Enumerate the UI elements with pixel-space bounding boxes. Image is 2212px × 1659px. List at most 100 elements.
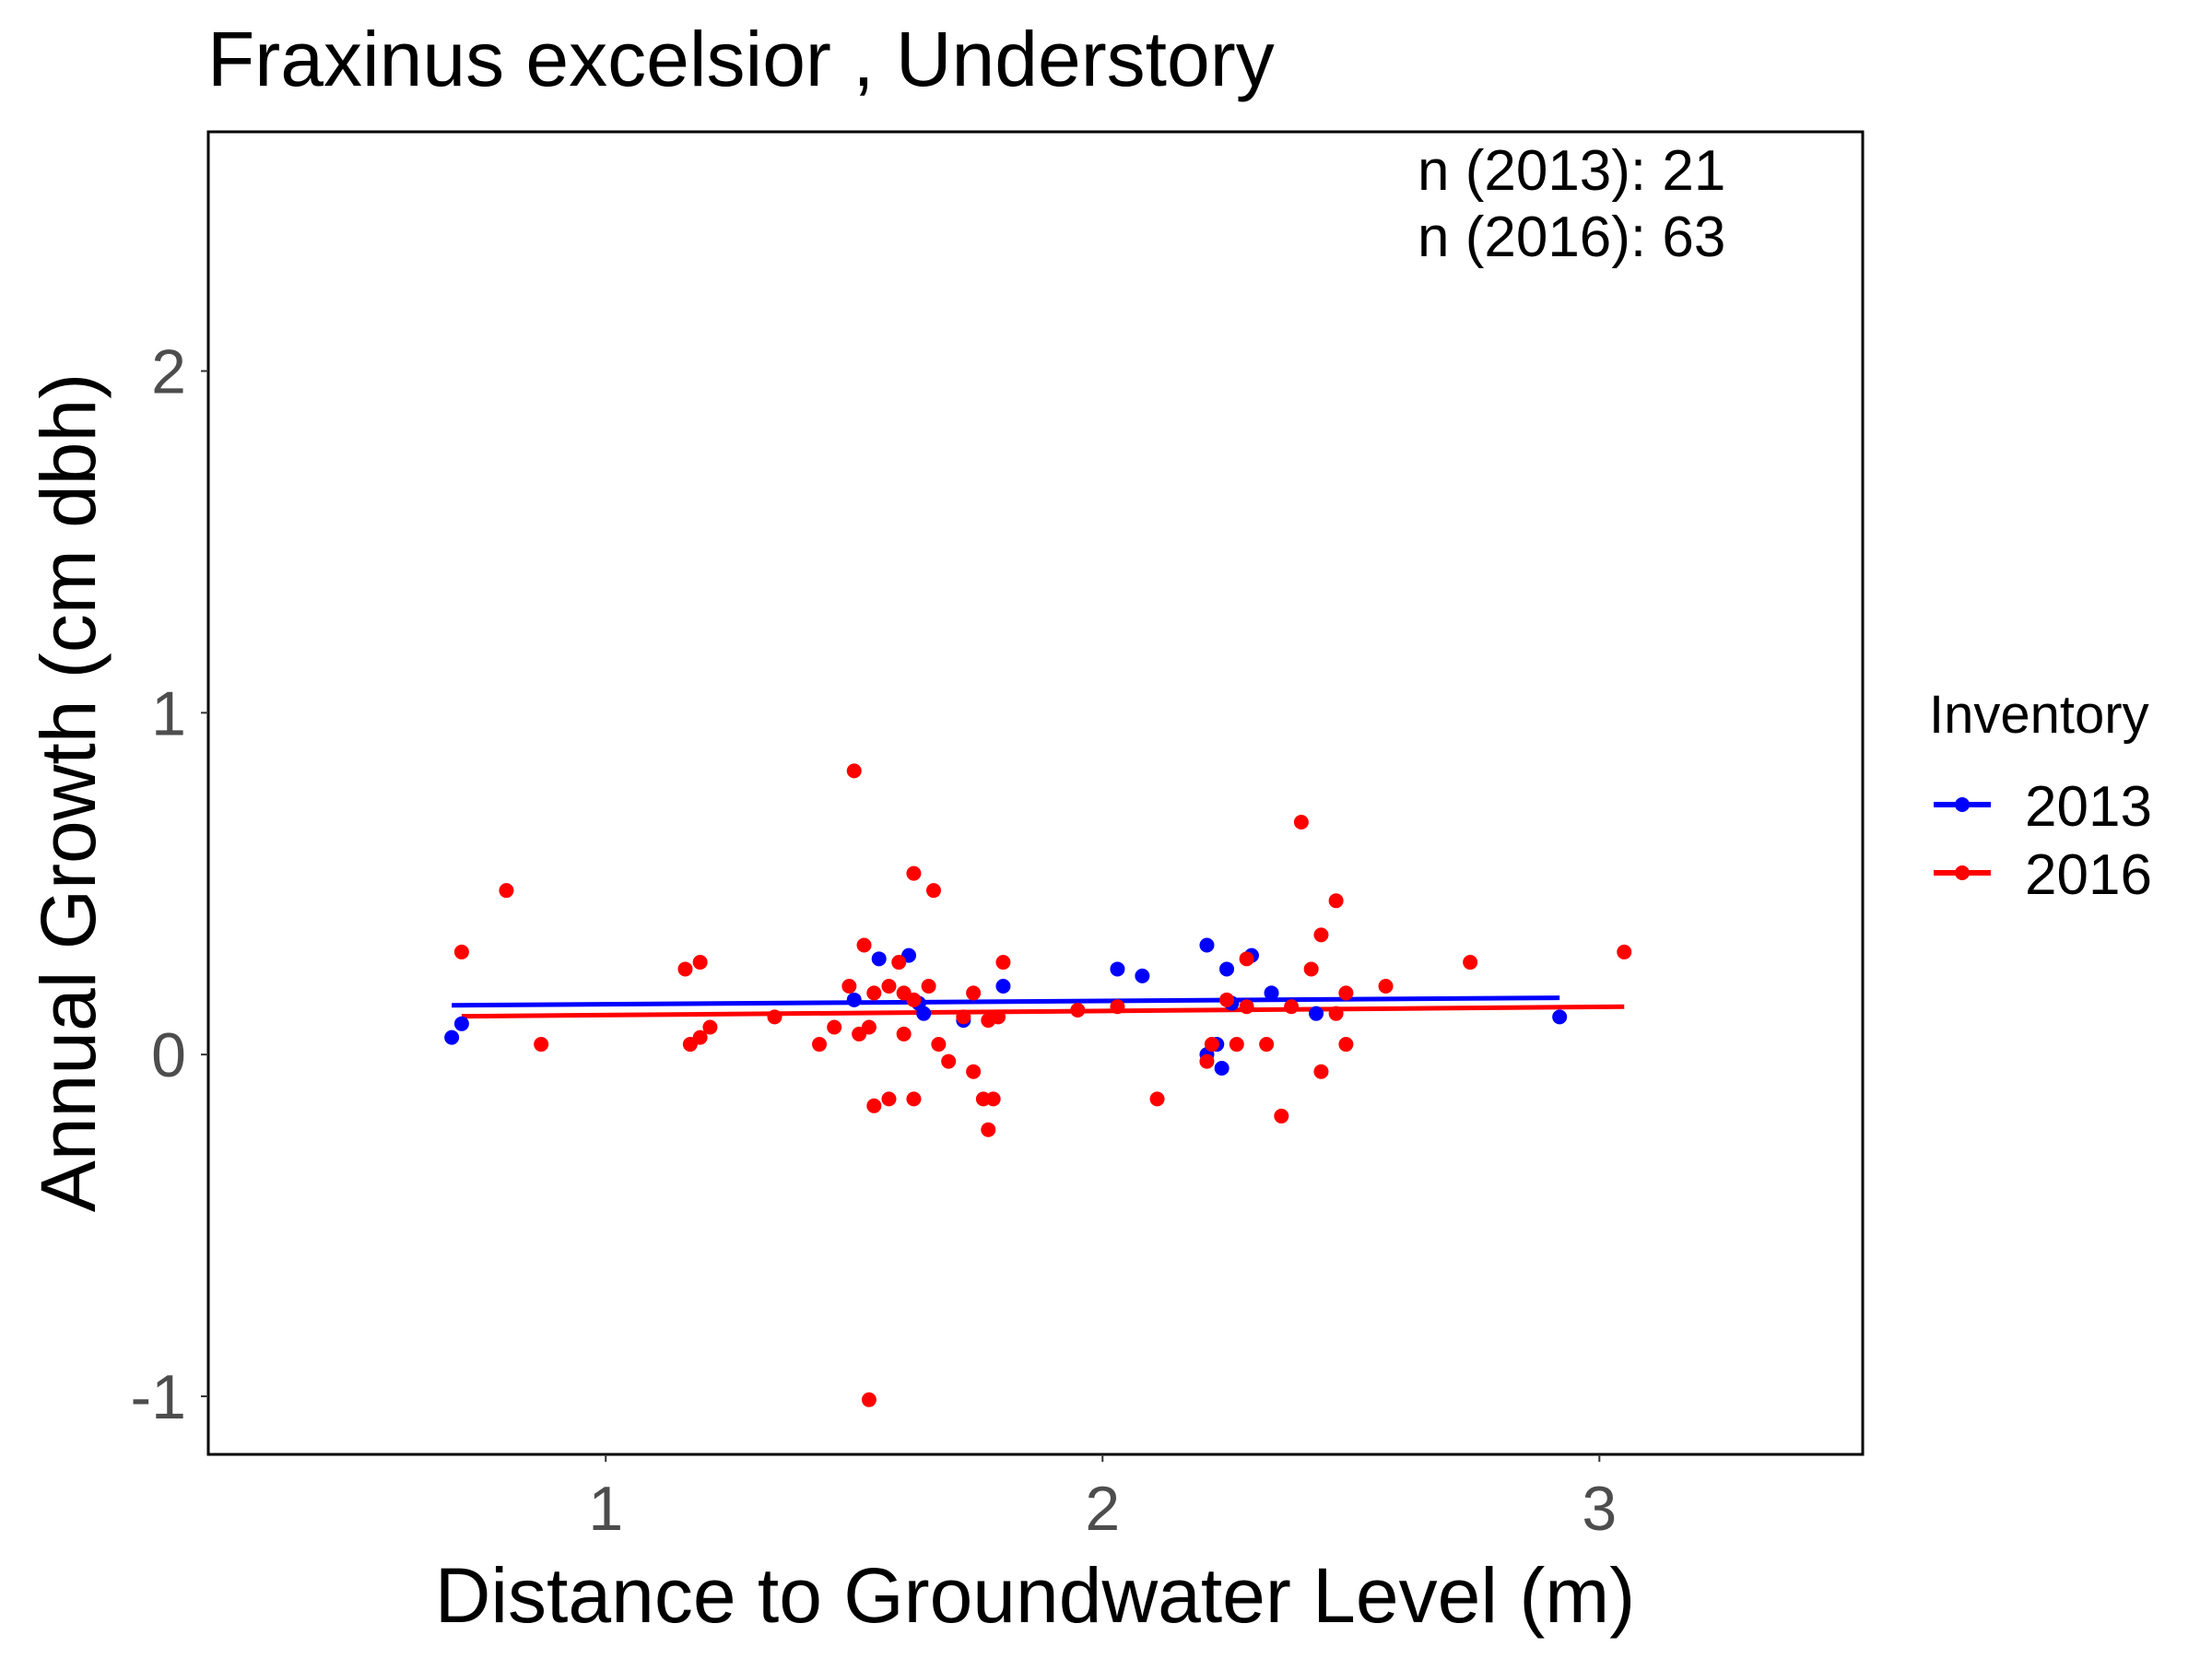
legend-title: Inventory <box>1929 685 2149 745</box>
point-2013 <box>1214 1060 1230 1076</box>
point-2016 <box>931 1037 947 1053</box>
point-2016 <box>1259 1037 1275 1053</box>
point-2016 <box>956 1009 971 1025</box>
y-tick-label: 0 <box>151 1020 186 1090</box>
legend-key-dot <box>1955 797 1970 812</box>
x-tick-label: 2 <box>1085 1474 1120 1544</box>
point-2016 <box>1274 1108 1289 1124</box>
point-2013 <box>1135 968 1150 983</box>
point-2016 <box>1313 1064 1329 1079</box>
point-2013 <box>453 1016 469 1031</box>
legend-item-2013: 2013 <box>1934 775 2152 839</box>
point-2016 <box>861 1019 877 1035</box>
point-2016 <box>906 1091 922 1107</box>
point-2016 <box>1463 955 1478 971</box>
y-axis: -1 0 1 2 <box>131 337 208 1432</box>
point-2016 <box>1328 1006 1344 1021</box>
point-2016 <box>985 1091 1001 1107</box>
point-2016 <box>827 1019 842 1035</box>
point-2013 <box>444 1030 460 1045</box>
point-2016 <box>1378 979 1394 994</box>
point-2016 <box>453 944 469 959</box>
point-2013 <box>1552 1009 1568 1025</box>
point-2016 <box>1617 944 1632 959</box>
point-2016 <box>1204 1037 1219 1053</box>
point-2016 <box>866 985 882 1001</box>
x-axis-title: Distance to Groundwater Level (m) <box>435 1552 1636 1639</box>
point-2016 <box>966 985 982 1001</box>
point-2016 <box>856 937 872 953</box>
point-2016 <box>499 883 514 899</box>
point-2016 <box>925 883 941 899</box>
point-2016 <box>1284 999 1300 1015</box>
y-tick-label: -1 <box>131 1362 186 1432</box>
legend-key-dot <box>1955 865 1970 880</box>
point-2016 <box>1070 1002 1086 1018</box>
point-2013 <box>1309 1006 1324 1021</box>
point-2016 <box>966 1064 982 1079</box>
chart-title: Fraxinus excelsior , Understory <box>207 16 1275 102</box>
point-2016 <box>1219 992 1235 1007</box>
legend: Inventory 2013 2016 <box>1929 685 2152 907</box>
point-2016 <box>841 979 857 994</box>
x-axis: 1 2 3 <box>588 1454 1617 1544</box>
point-2016 <box>991 1009 1006 1025</box>
point-2016 <box>1313 927 1329 943</box>
point-2016 <box>881 1091 897 1107</box>
point-2016 <box>995 955 1011 971</box>
point-2016 <box>881 979 897 994</box>
y-tick-label: 2 <box>151 337 186 407</box>
point-2013 <box>871 951 887 967</box>
point-2016 <box>767 1009 782 1025</box>
point-2016 <box>891 955 907 971</box>
n-2016-annotation: n (2016): 63 <box>1418 206 1725 269</box>
point-2016 <box>692 955 708 971</box>
point-2016 <box>846 763 862 779</box>
point-2013 <box>846 992 862 1007</box>
point-2016 <box>1303 961 1319 977</box>
point-2016 <box>692 1030 708 1045</box>
point-2016 <box>1328 893 1344 909</box>
point-2016 <box>861 1392 877 1407</box>
data-points <box>444 763 1632 1407</box>
point-2016 <box>941 1053 957 1069</box>
point-2016 <box>921 979 936 994</box>
point-2016 <box>981 1122 996 1137</box>
point-2013 <box>1199 937 1215 953</box>
point-2016 <box>906 865 922 881</box>
plot-panel <box>206 130 1865 1456</box>
x-tick-label: 1 <box>588 1474 623 1544</box>
fit-line-2013 <box>452 995 1560 1008</box>
point-2013 <box>1110 961 1125 977</box>
point-2016 <box>1110 999 1125 1015</box>
n-2013-annotation: n (2013): 21 <box>1418 139 1725 203</box>
y-tick-label: 1 <box>151 678 186 748</box>
point-2016 <box>1149 1091 1165 1107</box>
point-2016 <box>702 1019 718 1035</box>
point-2016 <box>534 1037 549 1053</box>
point-2016 <box>896 1026 912 1041</box>
x-tick-label: 3 <box>1582 1474 1617 1544</box>
point-2016 <box>1338 1037 1354 1053</box>
point-2016 <box>866 1098 882 1113</box>
point-2013 <box>1219 961 1235 977</box>
point-2013 <box>916 1006 932 1021</box>
legend-label-2013: 2013 <box>2025 775 2152 839</box>
y-axis-title: Annual Growth (cm dbh) <box>25 373 112 1212</box>
legend-item-2016: 2016 <box>1934 843 2152 907</box>
point-2016 <box>677 961 693 977</box>
point-2016 <box>1229 1037 1244 1053</box>
point-2016 <box>906 992 922 1007</box>
regression-lines <box>452 995 1625 1019</box>
point-2016 <box>1199 1053 1215 1069</box>
point-2013 <box>1264 985 1279 1001</box>
point-2016 <box>1338 985 1354 1001</box>
point-2016 <box>1293 815 1309 830</box>
point-2013 <box>995 979 1011 994</box>
point-2016 <box>812 1037 828 1053</box>
point-2016 <box>1239 999 1254 1015</box>
fit-line-2016 <box>461 1004 1625 1019</box>
point-2016 <box>1239 951 1254 967</box>
legend-label-2016: 2016 <box>2025 843 2152 907</box>
